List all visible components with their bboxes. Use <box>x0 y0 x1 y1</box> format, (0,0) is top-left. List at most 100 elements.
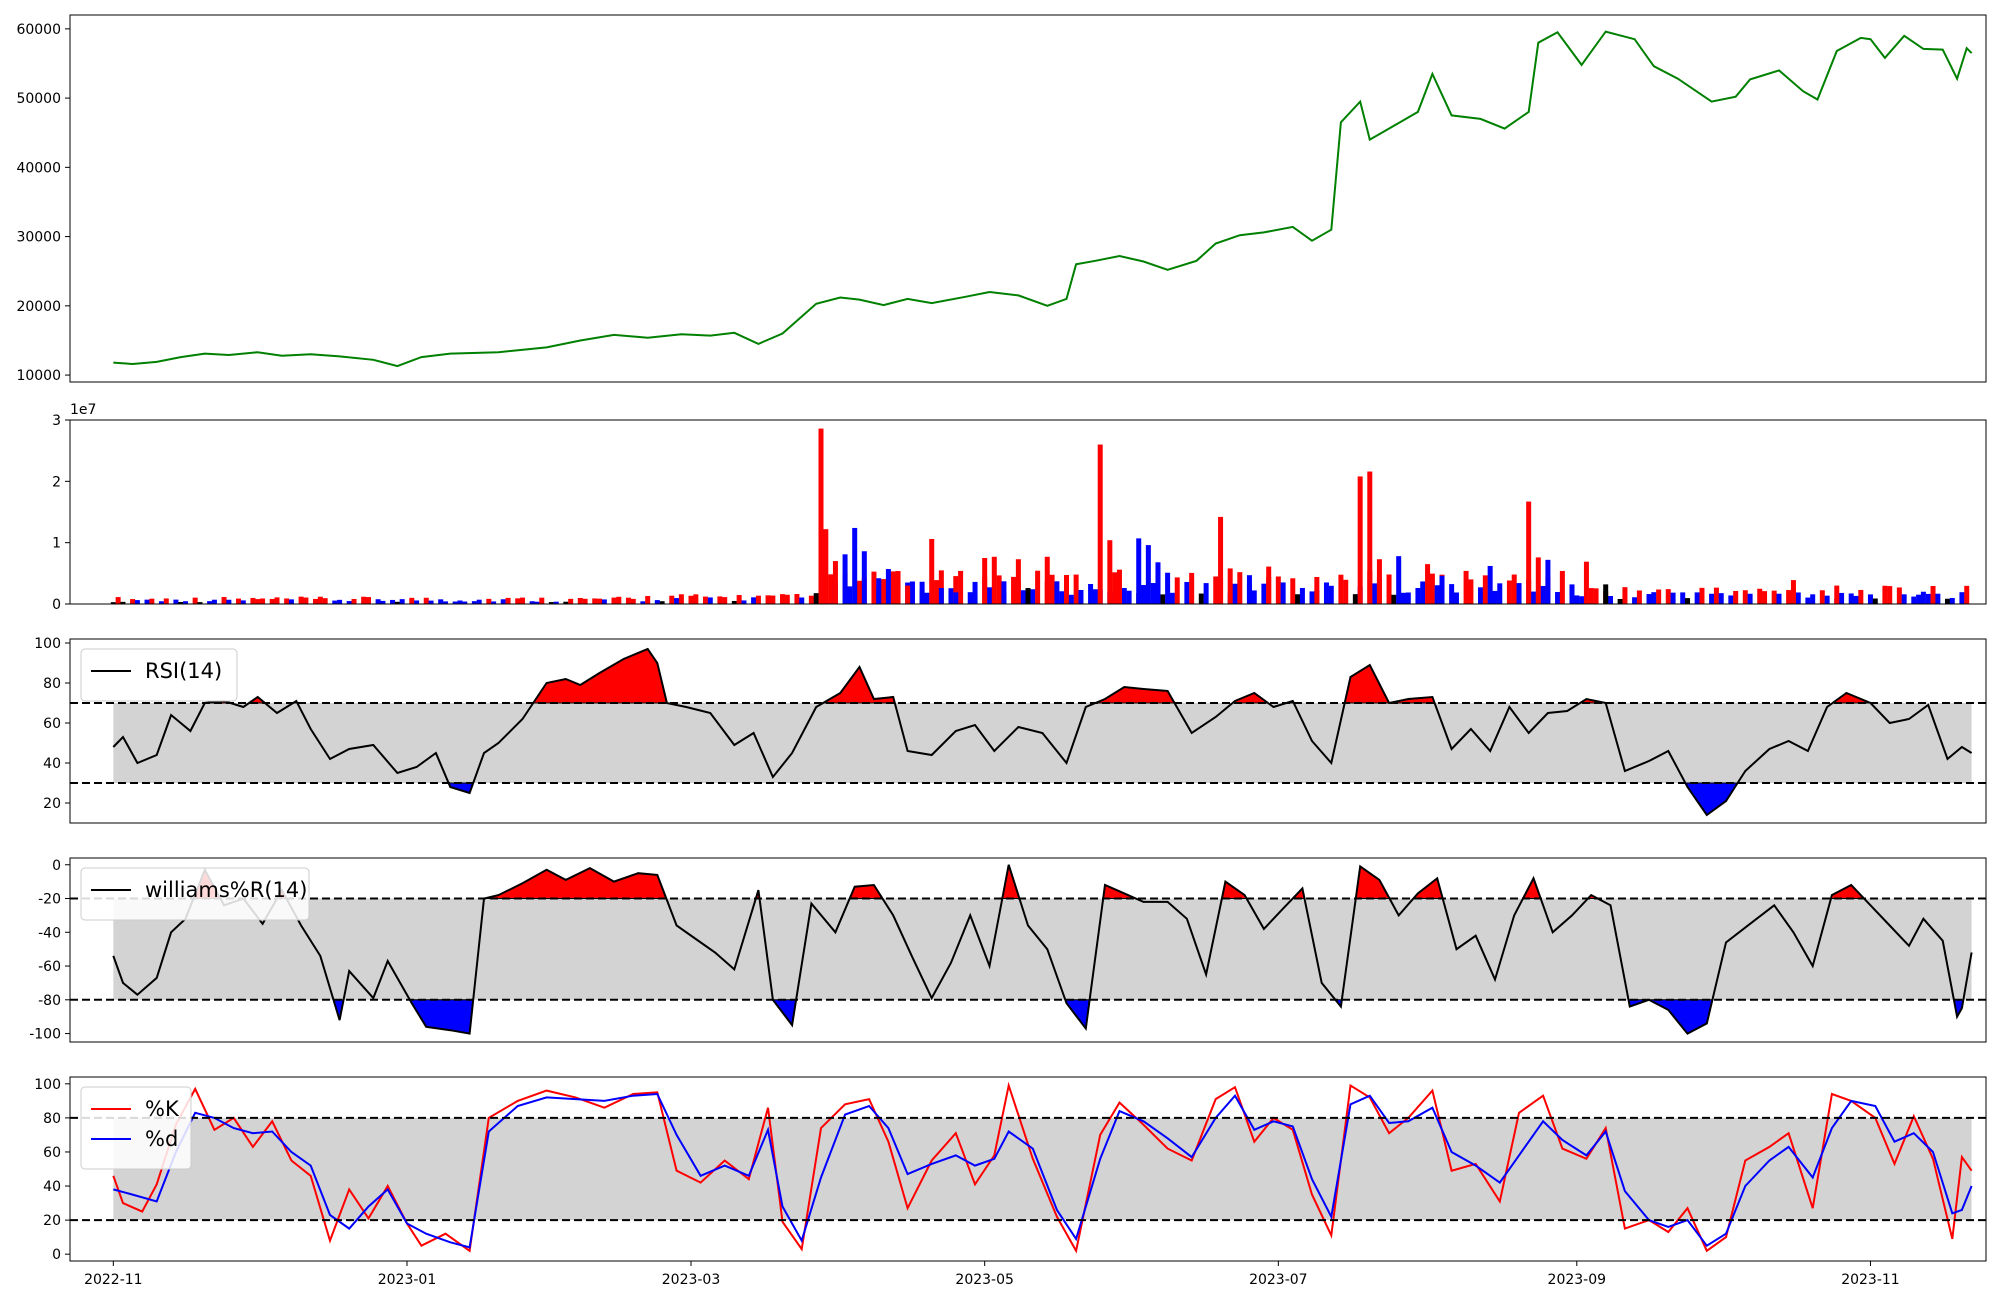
rsi-panel: 20 40 60 80 100 RSI(14) <box>34 636 1987 824</box>
volume-bar <box>1747 593 1753 604</box>
price-line <box>113 30 1973 368</box>
y-tick-label: 20 <box>43 1213 61 1229</box>
volume-bar <box>1742 590 1748 604</box>
volume-bar <box>1352 594 1358 604</box>
volume-bar <box>938 570 944 604</box>
y-tick-label: 20000 <box>16 299 61 315</box>
volume-bar <box>438 599 444 604</box>
volume-bar <box>1251 590 1257 604</box>
volume-bar <box>601 599 607 604</box>
volume-bar <box>751 597 757 604</box>
volume-bar <box>428 600 434 604</box>
volume-bar <box>1314 577 1320 604</box>
volume-bar <box>895 580 901 604</box>
volume-bar <box>1198 593 1204 604</box>
volume-bar <box>158 601 164 604</box>
volume-bar <box>823 529 829 604</box>
volume-bar <box>640 601 646 604</box>
volume-bar <box>1670 592 1676 604</box>
volume-panel: 0 1 2 3 1e7 <box>52 402 1987 613</box>
volume-bar <box>1718 593 1724 604</box>
volume-bar <box>799 597 805 604</box>
volume-bar <box>235 598 241 604</box>
y-tick-label: -60 <box>38 959 61 975</box>
x-tick-label: 2023-01 <box>378 1272 437 1288</box>
volume-bar <box>303 597 309 604</box>
volume-bar <box>380 600 386 604</box>
volume-bar <box>1015 559 1021 604</box>
volume-bar <box>1896 587 1902 604</box>
volume-bar <box>500 599 506 604</box>
volume-bar <box>1415 587 1421 604</box>
volume-bar <box>1608 596 1614 604</box>
volume-bar <box>414 600 420 604</box>
volume-bar <box>178 602 184 604</box>
volume-bar <box>881 579 887 604</box>
volume-bar <box>462 601 468 604</box>
volume-bar <box>1035 570 1041 604</box>
y-tick-label: 10000 <box>16 368 61 384</box>
legend-box <box>80 648 238 702</box>
volume-bar <box>1376 559 1382 604</box>
volume-bar <box>1516 583 1522 604</box>
volume-bar <box>905 585 911 604</box>
volume-bar <box>1343 579 1349 604</box>
volume-bar <box>1088 583 1094 604</box>
volume-bar <box>1771 590 1777 604</box>
volume-bar <box>1386 574 1392 604</box>
volume-bar <box>1434 585 1440 604</box>
volume-bar <box>1622 587 1628 604</box>
volume-bar <box>173 599 179 604</box>
volume-bar <box>1569 584 1575 604</box>
volume-bar <box>1299 587 1305 604</box>
volume-bar <box>1121 587 1127 604</box>
volume-bar <box>1420 581 1426 604</box>
volume-bar <box>688 595 694 604</box>
volume-bar <box>197 602 203 604</box>
volume-bar <box>1526 501 1532 604</box>
volume-bar <box>1218 516 1224 604</box>
volume-bar <box>1728 595 1734 604</box>
y-tick-label: 80 <box>43 676 61 692</box>
volume-bar <box>1145 545 1151 604</box>
stoch-d-line <box>113 1092 1973 1249</box>
y-tick-label: -80 <box>38 993 61 1009</box>
volume-bar <box>337 599 343 604</box>
volume-bar <box>1116 569 1122 604</box>
volume-bar <box>1044 556 1050 604</box>
volume-bar <box>409 597 415 604</box>
volume-bar <box>929 538 935 604</box>
volume-bar <box>784 594 790 604</box>
volume-bar <box>1275 576 1281 604</box>
volume-bar <box>183 601 189 604</box>
y-tick-label: -100 <box>29 1027 61 1043</box>
volume-bar <box>1001 581 1007 604</box>
volume-bar <box>207 601 213 604</box>
volume-bar <box>717 596 723 604</box>
volume-bar <box>1367 471 1373 604</box>
volume-bar <box>1078 589 1084 604</box>
volume-bar <box>1555 592 1561 604</box>
volume-bar <box>1839 592 1845 604</box>
volume-bar <box>375 599 381 604</box>
volume-bar <box>1357 476 1363 604</box>
volume-bar <box>1632 597 1638 604</box>
volume-bar <box>1246 575 1252 604</box>
volume-bar <box>1790 580 1796 604</box>
volume-bar <box>1935 593 1941 604</box>
volume-bar <box>986 587 992 604</box>
volume-bar <box>597 598 603 604</box>
volume-bar <box>110 602 116 604</box>
volume-bar <box>313 598 319 604</box>
volume-bar <box>211 599 217 604</box>
volume-bar <box>1709 593 1715 604</box>
volume-bar <box>1169 592 1175 604</box>
volume-bar <box>274 597 280 604</box>
volume-bar <box>1025 588 1031 604</box>
volume-bar <box>693 594 699 604</box>
volume-bar <box>505 597 511 604</box>
volume-bar <box>1636 590 1642 604</box>
volume-bar <box>592 598 598 604</box>
y-tick-label: 3 <box>52 413 61 429</box>
volume-bar <box>1227 568 1233 604</box>
